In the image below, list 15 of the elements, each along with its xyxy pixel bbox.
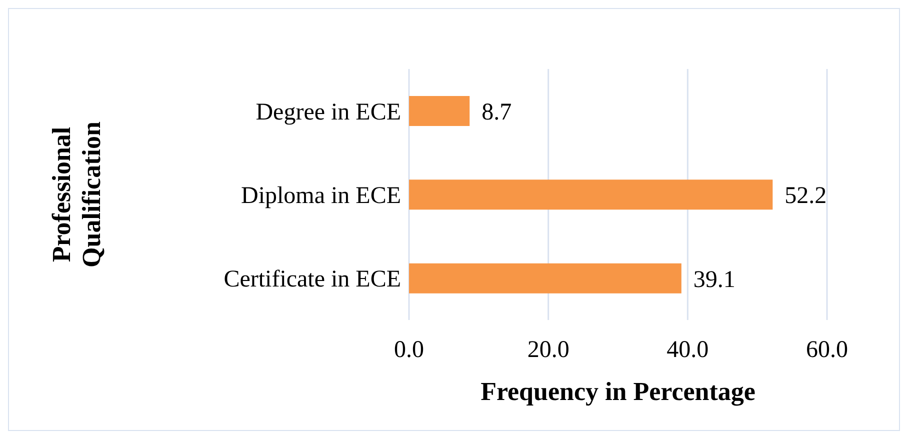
- x-tick-label: 40.0: [666, 337, 709, 364]
- data-label: 8.7: [482, 100, 512, 126]
- y-tick-label: Certificate in ECE: [224, 266, 401, 293]
- y-axis-title: Professional Qualification: [47, 121, 106, 268]
- bar: [409, 180, 773, 210]
- y-tick-label: Diploma in ECE: [241, 183, 401, 210]
- x-axis-title: Frequency in Percentage: [480, 377, 756, 406]
- y-tick-label: Degree in ECE: [256, 99, 401, 126]
- x-tick-label: 0.0: [394, 337, 424, 364]
- bar: [409, 263, 682, 294]
- x-tick-label: 20.0: [527, 337, 570, 364]
- bar: [409, 96, 470, 126]
- x-tick-label: 60.0: [806, 337, 848, 364]
- data-label: 39.1: [693, 266, 736, 293]
- data-label: 52.2: [784, 183, 827, 210]
